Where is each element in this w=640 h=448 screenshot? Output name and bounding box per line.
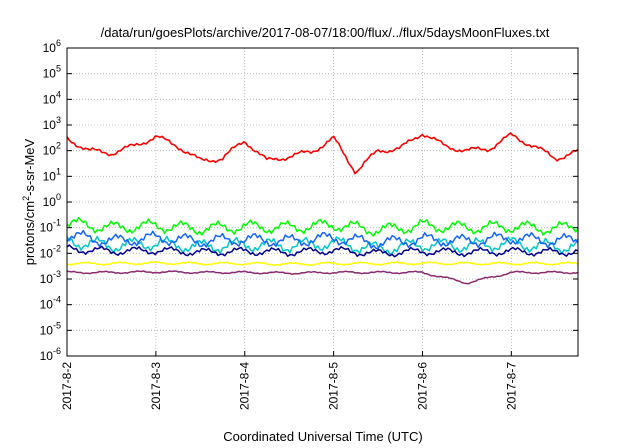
y-tick-label: 100 xyxy=(43,192,61,209)
y-tick-label: 101 xyxy=(43,166,61,183)
x-tick-label: 2017-8-2 xyxy=(60,362,74,410)
series-line xyxy=(66,235,579,255)
series-line xyxy=(66,229,579,250)
x-tick-label: 2017-8-7 xyxy=(504,362,518,410)
y-tick-label: 10-4 xyxy=(40,295,61,312)
y-tick-label: 10-6 xyxy=(40,346,61,363)
x-tick-label: 2017-8-5 xyxy=(327,362,341,410)
x-tick-labels: 2017-8-2 2017-8-3 2017-8-4 2017-8-5 2017-8-6… xyxy=(60,351,518,410)
series-line xyxy=(66,244,579,258)
y-tick-label: 103 xyxy=(43,115,61,132)
y-tick-label: 10-5 xyxy=(40,320,61,337)
x-tick-label: 2017-8-3 xyxy=(149,362,163,410)
y-axis-label-pre: protons/cm xyxy=(22,201,37,265)
x-tick-label: 2017-8-4 xyxy=(238,362,252,410)
y-tick-label: 105 xyxy=(43,64,61,81)
series-line xyxy=(66,216,579,237)
y-tick-label: 102 xyxy=(43,141,61,158)
y-tick-label: 106 xyxy=(43,38,61,55)
series-line xyxy=(66,260,579,267)
y-axis-label-post: -s-sr-MeV xyxy=(22,138,37,195)
x-axis-label: Coordinated Universal Time (UTC) xyxy=(223,429,422,444)
x-tick-label: 2017-8-6 xyxy=(415,362,429,410)
series-line xyxy=(66,132,579,175)
series-lines xyxy=(66,132,579,285)
grid-lines xyxy=(67,48,578,356)
series-line xyxy=(66,270,579,285)
y-tick-label: 10-3 xyxy=(40,269,61,286)
y-axis-label: protons/cm2-s-sr-MeV xyxy=(21,138,37,265)
y-tick-label: 10-2 xyxy=(40,243,61,260)
chart-title: /data/run/goesPlots/archive/2017-08-07/1… xyxy=(101,25,550,40)
y-tick-labels: 10-6 10-5 10-4 10-3 10-2 10-1 100 101 102 103 104 1… xyxy=(40,38,578,363)
y-tick-label: 10-1 xyxy=(40,218,61,235)
y-axis-label-sup: 2 xyxy=(21,196,31,201)
y-tick-label: 104 xyxy=(43,89,61,106)
